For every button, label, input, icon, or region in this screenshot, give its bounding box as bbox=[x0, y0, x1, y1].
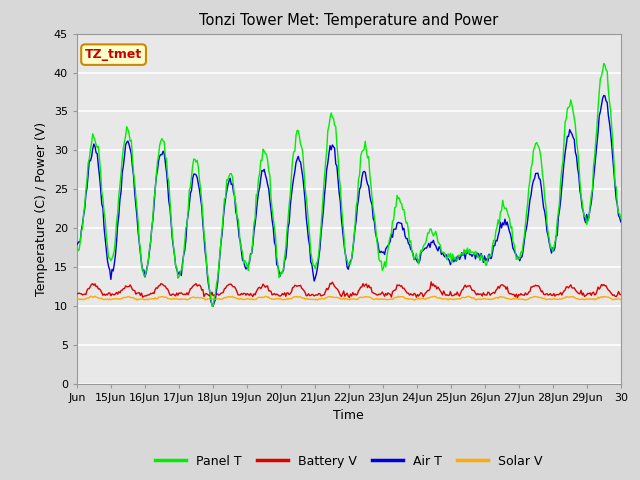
Legend: Panel T, Battery V, Air T, Solar V: Panel T, Battery V, Air T, Solar V bbox=[150, 450, 548, 473]
Text: TZ_tmet: TZ_tmet bbox=[85, 48, 142, 61]
X-axis label: Time: Time bbox=[333, 408, 364, 421]
Y-axis label: Temperature (C) / Power (V): Temperature (C) / Power (V) bbox=[35, 122, 48, 296]
Title: Tonzi Tower Met: Temperature and Power: Tonzi Tower Met: Temperature and Power bbox=[199, 13, 499, 28]
